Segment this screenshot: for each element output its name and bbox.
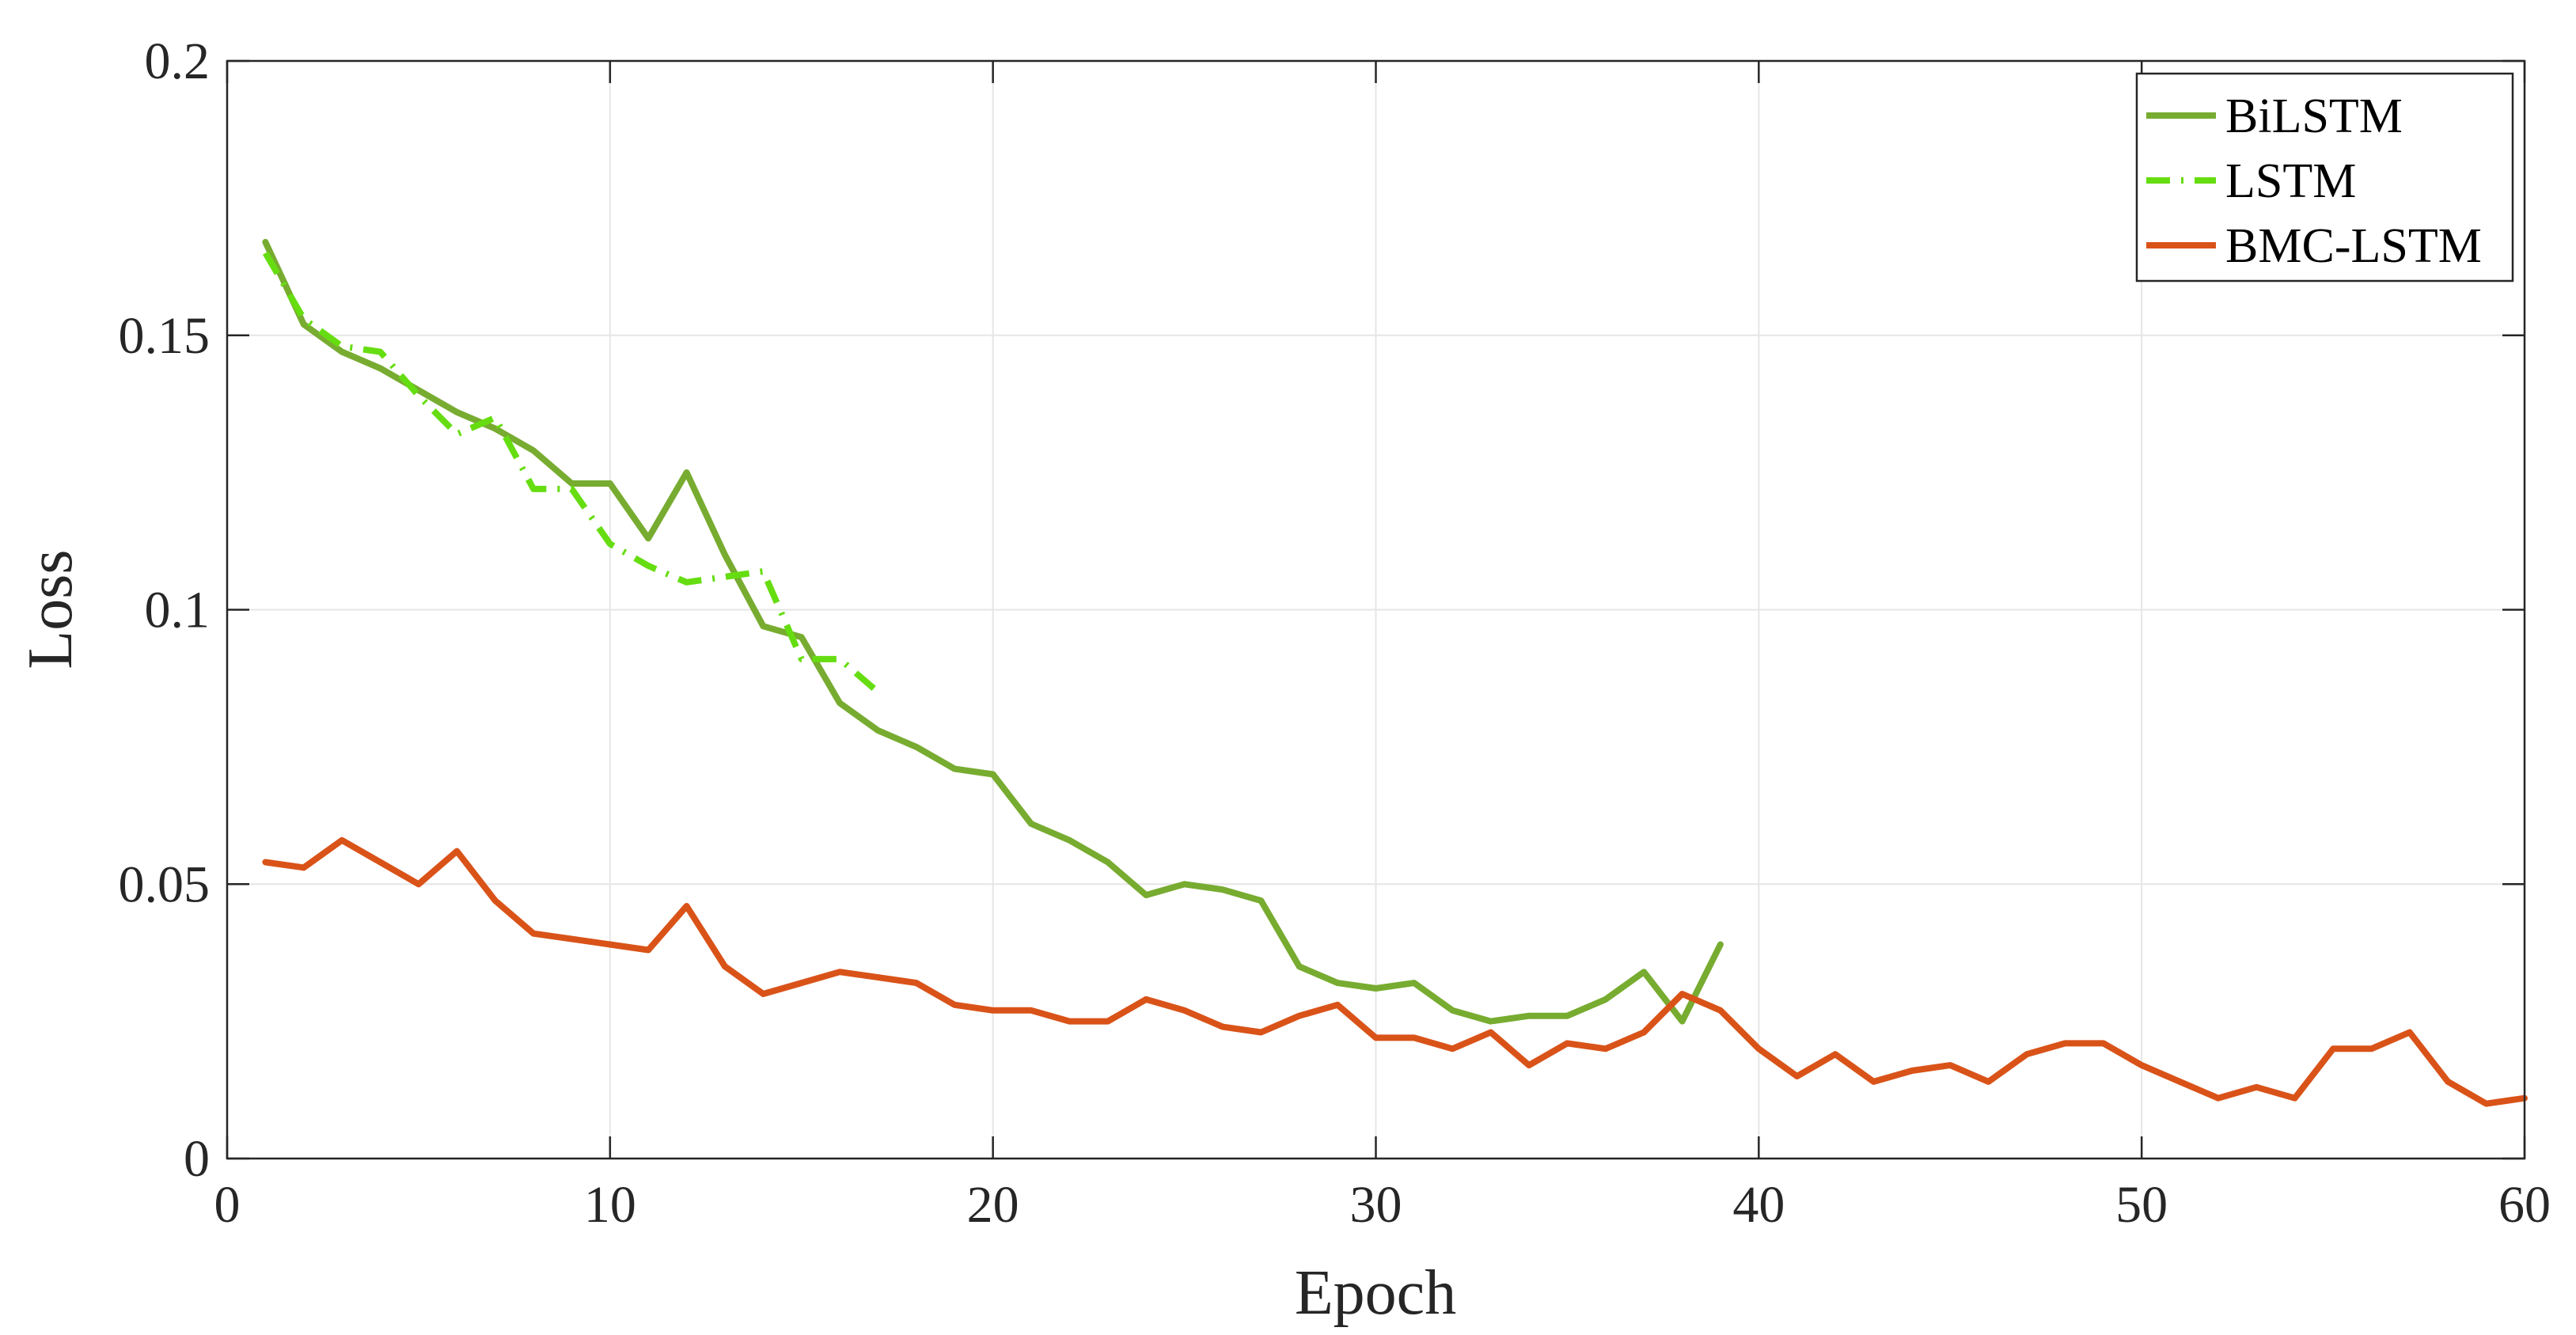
legend: BiLSTM LSTM BMC-LSTM bbox=[2135, 72, 2514, 283]
legend-label: LSTM bbox=[2225, 154, 2356, 208]
x-axis-label: Epoch bbox=[1295, 1258, 1456, 1328]
x-tick-label: 10 bbox=[584, 1176, 636, 1234]
series-line-lstm bbox=[262, 251, 881, 695]
y-axis-label: Loss bbox=[16, 549, 85, 669]
y-tick-label: 0.15 bbox=[119, 307, 211, 365]
x-tick-label: 50 bbox=[2115, 1176, 2168, 1234]
y-tick-label: 0.1 bbox=[145, 582, 211, 639]
series-line-bmc-lstm bbox=[262, 836, 2528, 1107]
legend-label: BMC-LSTM bbox=[2225, 219, 2482, 273]
y-tick-label: 0 bbox=[184, 1130, 210, 1188]
x-tick-label: 40 bbox=[1732, 1176, 1785, 1234]
legend-label: BiLSTM bbox=[2225, 89, 2403, 143]
series-lines bbox=[262, 238, 2528, 1107]
axis-ticks: 0 10 20 30 40 50 60 0 0.05 0.1 0.15 0.2 bbox=[119, 32, 2551, 1234]
x-tick-label: 0 bbox=[214, 1176, 241, 1234]
y-tick-label: 0.05 bbox=[119, 855, 211, 913]
x-tick-label: 30 bbox=[1350, 1176, 1402, 1234]
x-tick-label: 20 bbox=[967, 1176, 1019, 1234]
x-tick-label: 60 bbox=[2498, 1176, 2551, 1234]
y-tick-label: 0.2 bbox=[145, 32, 211, 90]
